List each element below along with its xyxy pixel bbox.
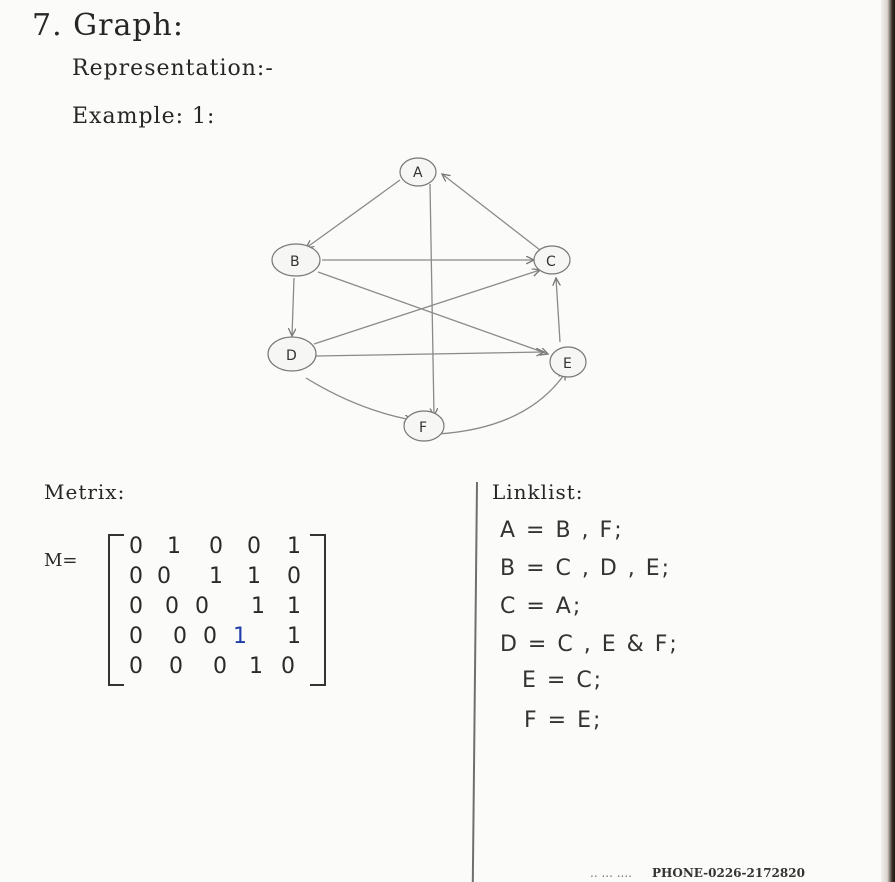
adjacency-matrix: M= 0 1 0 0 1 0 0 1 1 0 0 0 0 1 1 0 0 0 1… — [40, 530, 330, 690]
matrix-cell: 1 — [209, 564, 223, 589]
matrix-cell: 1 — [287, 534, 301, 559]
footer-dots: .. ... .... — [590, 866, 632, 880]
node-f — [403, 410, 445, 442]
matrix-cell: 0 — [195, 594, 209, 619]
edge-e-c — [556, 278, 560, 343]
linklist-item: F = E; — [524, 708, 603, 733]
matrix-cell: 0 — [129, 624, 143, 649]
matrix-cell: 1 — [251, 594, 265, 619]
node-c — [533, 245, 571, 275]
edge-a-b — [306, 179, 401, 248]
matrix-cell: 0 — [281, 654, 295, 679]
matrix-cell: 1 — [287, 594, 301, 619]
matrix-row: 0 0 0 1 1 — [118, 624, 318, 654]
column-divider — [471, 481, 478, 882]
matrix-row: 0 0 1 1 0 — [118, 564, 318, 594]
linklist-item: E = C; — [522, 668, 604, 693]
node-a — [399, 157, 437, 187]
edge-f-e — [437, 372, 566, 435]
edge-c-a — [442, 174, 541, 251]
matrix-cell: 1 — [247, 564, 261, 589]
matrix-cell: 0 — [129, 594, 143, 619]
matrix-row: 0 0 0 1 1 — [118, 594, 318, 624]
matrix-bracket-right — [310, 534, 326, 686]
matrix-cell: 0 — [169, 654, 183, 679]
edge-d-c — [313, 270, 540, 345]
matrix-heading: Metrix: — [44, 480, 126, 504]
matrix-cell: 1 — [167, 534, 181, 559]
matrix-cell: 0 — [157, 564, 171, 589]
example-heading: Example: 1: — [72, 104, 216, 129]
edge-b-e — [317, 271, 548, 354]
section-subtitle: Representation:- — [72, 56, 274, 81]
linklist-item: D = C , E & F; — [500, 632, 679, 657]
matrix-cell: 0 — [129, 564, 143, 589]
matrix-cell: 1 — [287, 624, 301, 649]
node-label-c: C — [546, 254, 556, 270]
matrix-cell: 0 — [129, 534, 143, 559]
footer-phone: PHONE-0226-2172820 — [652, 866, 805, 880]
node-label-b: B — [290, 254, 300, 270]
edge-a-f — [429, 183, 434, 416]
page-edge — [881, 0, 895, 882]
matrix-cell: 0 — [213, 654, 227, 679]
node-b — [271, 243, 321, 277]
matrix-cell: 0 — [287, 564, 301, 589]
edge-d-f — [305, 377, 412, 420]
matrix-bracket-left — [108, 534, 124, 686]
linklist-item: A = B , F; — [500, 518, 624, 543]
matrix-cell: 0 — [203, 624, 217, 649]
matrix-row: 0 0 0 1 0 — [118, 654, 318, 684]
node-label-d: D — [286, 348, 297, 364]
matrix-cell: 1 — [249, 654, 263, 679]
matrix-cell: 0 — [173, 624, 187, 649]
matrix-name: M= — [44, 550, 78, 571]
node-d — [267, 336, 317, 372]
matrix-cell: 0 — [129, 654, 143, 679]
matrix-cell: 0 — [247, 534, 261, 559]
matrix-row: 0 1 0 0 1 — [118, 534, 318, 564]
linklist-heading: Linklist: — [492, 480, 584, 504]
edge-b-d — [292, 277, 294, 336]
linklist-item: C = A; — [500, 594, 583, 619]
matrix-cell: 0 — [209, 534, 223, 559]
directed-graph: A B C D E F — [267, 157, 587, 442]
node-label-e: E — [563, 356, 572, 372]
matrix-cell: 0 — [165, 594, 179, 619]
node-e — [549, 346, 587, 378]
edge-d-e — [315, 352, 544, 357]
node-label-a: A — [413, 165, 423, 181]
section-title: 7. Graph: — [32, 8, 184, 43]
matrix-cell-highlighted: 1 — [233, 624, 247, 649]
node-label-f: F — [419, 420, 427, 436]
linklist-item: B = C , D , E; — [500, 556, 672, 581]
